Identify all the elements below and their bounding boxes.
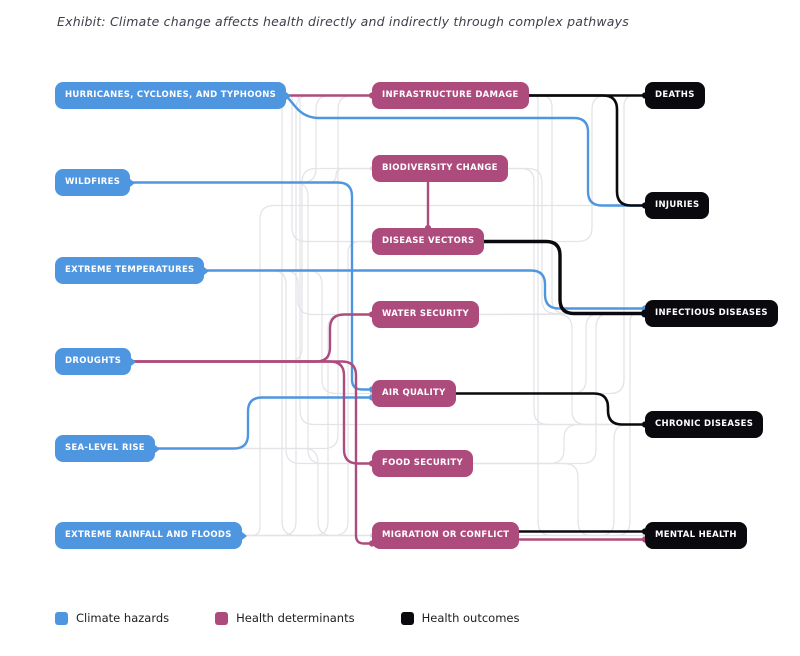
edge-hurricanes-to-injuries (284, 94, 647, 207)
edge-food-security-to-mental-health (472, 462, 646, 537)
edge-endpoint-dot (368, 92, 376, 99)
edge-food-security-to-infectious-diseases (472, 312, 646, 465)
edge-endpoint-dot (368, 540, 376, 547)
edge-wildfires-to-air-quality (128, 181, 374, 391)
edge-wildfires-to-food-security (129, 181, 373, 465)
edge-endpoint-dot (369, 239, 375, 244)
edge-extreme-rainfall-floods-to-disease-vectors (241, 240, 373, 537)
edge-food-security-to-chronic-diseases (472, 423, 646, 465)
edge-biodiversity-change-to-chronic-diseases (507, 167, 646, 426)
legend-swatch-outcome (400, 611, 414, 625)
legend-swatch-hazard (55, 611, 68, 625)
edge-extreme-temperatures-to-infectious-diseases (202, 269, 647, 310)
edge-endpoint-dot (368, 460, 376, 467)
edge-wildfires-to-infrastructure-damage (129, 94, 373, 184)
edge-droughts-to-water-security (129, 313, 374, 363)
edge-extreme-temperatures-to-water-security (203, 269, 373, 316)
edge-endpoint-dot (641, 528, 649, 535)
edge-extreme-temperatures-to-food-security (203, 269, 373, 465)
edge-sea-level-rise-to-migration-conflict (154, 447, 373, 537)
edge-sea-level-rise-to-air-quality (153, 396, 374, 450)
edge-droughts-to-migration-conflict (129, 360, 374, 545)
edge-wildfires-to-biodiversity-change (129, 167, 373, 184)
edge-hurricanes-to-chronic-diseases (285, 94, 646, 426)
edge-endpoint-dot (368, 311, 376, 318)
edge-endpoint-dot (641, 536, 649, 543)
edge-air-quality-to-infectious-diseases (455, 312, 646, 395)
edge-endpoint-dot (641, 92, 649, 99)
edge-sea-level-rise-to-infrastructure-damage (154, 94, 373, 450)
legend-label: Health determinants (236, 611, 355, 625)
legend-swatch-determinant (215, 611, 229, 625)
edge-disease-vectors-to-infectious-diseases (482, 239, 647, 316)
edge-endpoint-dot (641, 421, 649, 428)
edge-extreme-temperatures-to-air-quality (203, 269, 373, 395)
legend-label: Climate hazards (76, 611, 170, 625)
edge-air-quality-to-chronic-diseases (454, 392, 647, 426)
edge-endpoint-dot (369, 533, 375, 538)
edge-endpoint-dot (641, 202, 649, 209)
exhibit-title: Exhibit: Climate change affects health d… (57, 14, 629, 29)
legend-item-hazard: Climate hazards (55, 611, 169, 625)
edge-extreme-rainfall-floods-to-injuries (241, 204, 646, 537)
legend: Climate hazards Health determinants Health… (55, 611, 519, 625)
legend-item-outcome: Health outcomes (400, 611, 520, 625)
legend-item-determinant: Health determinants (215, 611, 355, 625)
edge-endpoint-dot (641, 309, 649, 318)
edge-endpoint-dot (424, 224, 432, 232)
edge-endpoint-dot (368, 394, 376, 401)
edge-endpoint-dot (368, 386, 376, 393)
edge-water-security-to-chronic-diseases (478, 313, 646, 426)
edge-endpoint-dot (369, 166, 375, 171)
edge-droughts-to-biodiversity-change (130, 167, 373, 363)
legend-label: Health outcomes (421, 611, 520, 625)
edge-infrastructure-damage-to-injuries (527, 94, 647, 207)
